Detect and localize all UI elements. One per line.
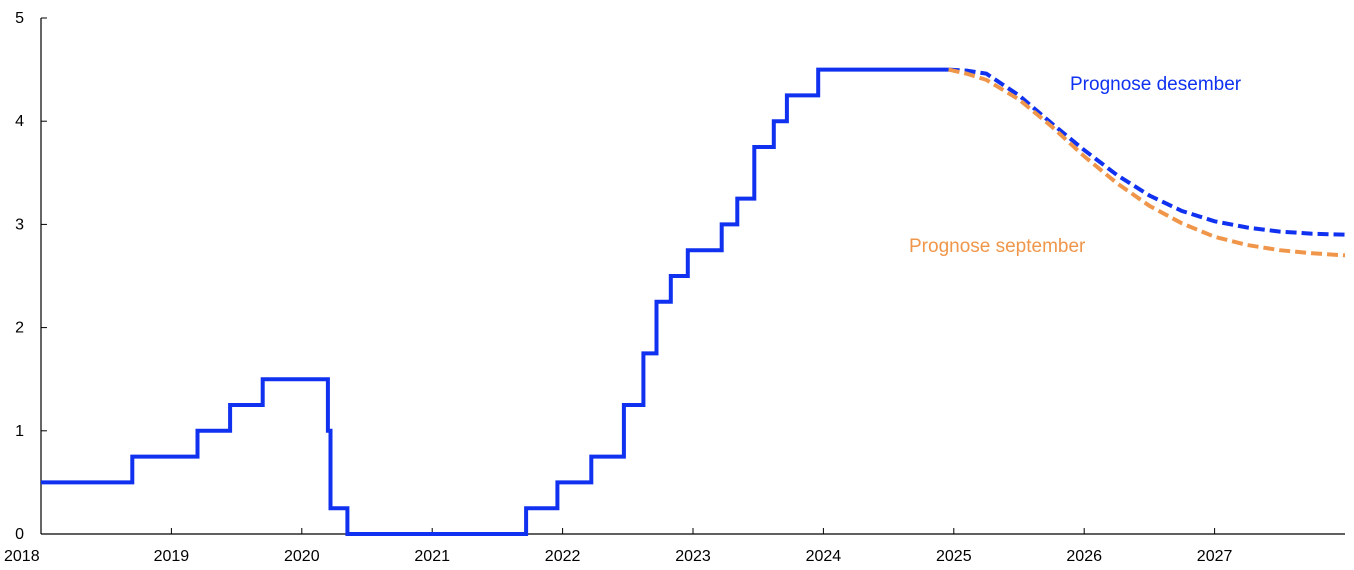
- x-tick-label: 2027: [1197, 548, 1233, 565]
- x-tick-label: 2021: [414, 548, 450, 565]
- axes: 0 1 2 3 4 5 2018 2019 2020 2021 2022 2023 2024 2025 20…: [4, 10, 1345, 565]
- y-tick-label: 3: [15, 216, 24, 233]
- y-tick-label: 5: [15, 10, 24, 27]
- x-tick-label: 2024: [806, 548, 842, 565]
- forecast-line-1: [948, 67, 1346, 237]
- y-tick-label: 2: [15, 320, 24, 337]
- x-tick-label: 2020: [284, 548, 320, 565]
- forecast-line-2: [948, 67, 1346, 258]
- series-label-2: Prognose september: [909, 236, 1086, 257]
- series-layer: [41, 67, 1346, 536]
- y-tick-label: 4: [15, 113, 24, 130]
- series-labels: Prognose desember Prognose september: [909, 74, 1242, 257]
- y-tick-label: 0: [15, 526, 24, 543]
- x-tick-label: 2026: [1066, 548, 1102, 565]
- x-tick-label: 2019: [154, 548, 190, 565]
- x-tick-label: 2025: [936, 548, 972, 565]
- x-tick-label: 2023: [675, 548, 711, 565]
- series-label-1: Prognose desember: [1070, 74, 1242, 95]
- policy-rate-line: [41, 67, 949, 536]
- y-tick-label: 1: [15, 423, 24, 440]
- x-tick-label: 2022: [545, 548, 581, 565]
- x-tick-label: 2018: [4, 548, 40, 565]
